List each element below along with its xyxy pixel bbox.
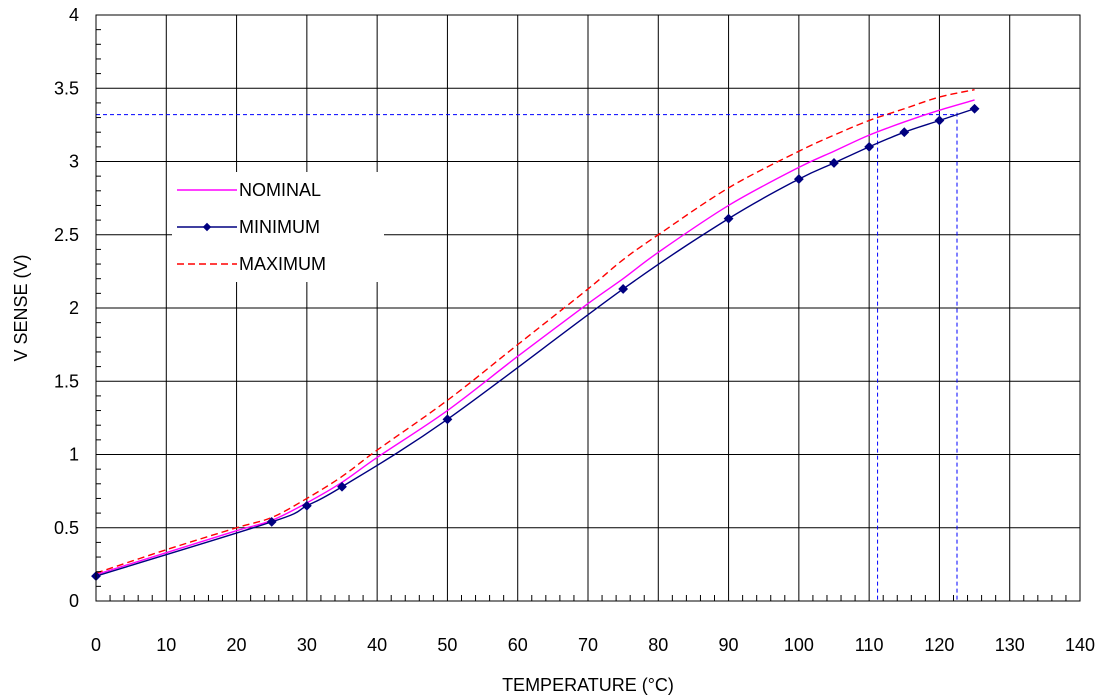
legend-label-nominal: NOMINAL [239,180,321,200]
legend-label-maximum: MAXIMUM [239,254,326,274]
legend-marker-minimum [202,222,212,232]
reference-lines [96,112,958,601]
data-point-minimum [969,103,980,114]
x-tick-label: 30 [297,635,317,655]
x-tick-label: 120 [924,635,954,655]
data-point-minimum [934,115,945,126]
series-line-nominal [95,99,975,576]
x-tick-labels: 0 10 20 30 40 50 60 70 80 90 100 110 120 130 140 [91,635,1095,655]
x-tick-label: 60 [508,635,528,655]
x-tick-label: 90 [719,635,739,655]
x-tick-label: 10 [156,635,176,655]
series-line-maximum [95,89,975,574]
series-lines [91,89,980,582]
x-tick-label: 70 [578,635,598,655]
legend-item-maximum: MAXIMUM [177,254,326,274]
grid [96,15,1080,601]
y-tick-label: 0 [69,591,79,611]
x-tick-label: 110 [855,635,884,655]
legend-item-nominal: NOMINAL [177,180,321,200]
data-point-minimum [793,174,804,184]
x-tick-label: 80 [648,635,668,655]
y-tick-label: 4 [69,5,79,25]
data-point-minimum [899,127,910,138]
legend: NOMINAL MINIMUM MAXIMUM [172,172,384,282]
legend-label-minimum: MINIMUM [239,217,320,237]
y-tick-label: 0.5 [54,518,79,538]
y-tick-label: 2 [69,298,79,318]
data-point-minimum [442,414,453,425]
x-tick-label: 130 [995,635,1025,655]
y-tick-label: 3.5 [54,78,79,98]
data-point-minimum [829,158,839,168]
legend-item-minimum: MINIMUM [177,217,320,237]
y-tick-labels: 0 0.5 1 1.5 2 2.5 3 3.5 4 [54,5,79,611]
series-line-minimum [95,108,975,577]
x-axis-title: TEMPERATURE (°C) [502,675,674,695]
x-tick-label: 0 [91,635,101,655]
y-tick-label: 1 [69,445,79,465]
x-tick-label: 100 [784,635,814,655]
data-point-minimum [301,500,312,511]
data-point-minimum [337,481,347,492]
y-tick-label: 2.5 [54,225,79,245]
x-tick-label: 20 [227,635,247,655]
y-axis-title: V SENSE (V) [11,254,31,361]
data-point-minimum [266,516,277,527]
x-tick-label: 140 [1065,635,1095,655]
x-tick-label: 50 [437,635,457,655]
x-minor-ticks [96,29,1067,601]
data-point-minimum [618,284,629,294]
data-point-minimum [864,141,875,152]
x-tick-label: 40 [367,635,387,655]
y-tick-label: 3 [69,152,79,172]
y-tick-label: 1.5 [54,371,79,391]
data-point-minimum [723,213,734,224]
plot-frame [95,14,1081,602]
